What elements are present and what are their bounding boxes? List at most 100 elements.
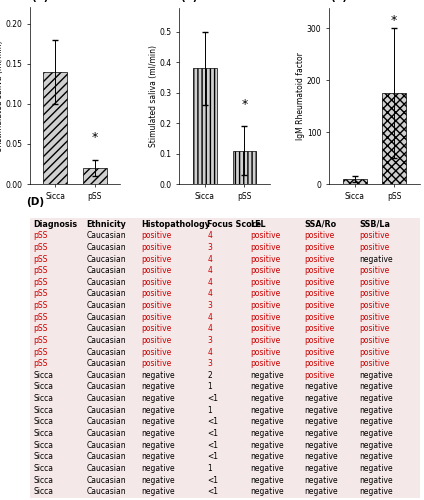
Text: Caucasian: Caucasian	[86, 406, 126, 415]
Text: positive: positive	[250, 232, 280, 240]
Bar	[233, 150, 256, 184]
Text: Caucasian: Caucasian	[86, 476, 126, 484]
Text: Caucasian: Caucasian	[86, 290, 126, 298]
Text: Caucasian: Caucasian	[86, 232, 126, 240]
Text: negative: negative	[250, 440, 284, 450]
Text: negative: negative	[359, 464, 393, 473]
Text: Caucasian: Caucasian	[86, 394, 126, 403]
Text: positive: positive	[305, 232, 335, 240]
Text: 3: 3	[207, 243, 212, 252]
Text: pSS: pSS	[33, 266, 48, 275]
Text: <1: <1	[207, 452, 218, 462]
Text: positive: positive	[250, 348, 280, 356]
Text: negative: negative	[141, 487, 175, 496]
Text: positive: positive	[305, 336, 335, 345]
Text: 1: 1	[207, 406, 212, 415]
Text: Caucasian: Caucasian	[86, 382, 126, 392]
Text: negative: negative	[305, 406, 338, 415]
Text: pSS: pSS	[33, 359, 48, 368]
Text: positive: positive	[141, 278, 171, 287]
Text: 4: 4	[207, 348, 212, 356]
Text: pSS: pSS	[33, 278, 48, 287]
Text: SSB/La: SSB/La	[359, 220, 391, 228]
Text: positive: positive	[141, 336, 171, 345]
Text: negative: negative	[141, 440, 175, 450]
Text: positive: positive	[359, 324, 390, 334]
Text: negative: negative	[141, 452, 175, 462]
Text: positive: positive	[305, 359, 335, 368]
Text: pSS: pSS	[33, 336, 48, 345]
Text: pSS: pSS	[33, 301, 48, 310]
Text: positive: positive	[250, 336, 280, 345]
Text: Caucasian: Caucasian	[86, 359, 126, 368]
Text: positive: positive	[250, 290, 280, 298]
FancyBboxPatch shape	[30, 218, 420, 498]
Text: positive: positive	[250, 243, 280, 252]
Text: Sicca: Sicca	[33, 476, 53, 484]
Text: positive: positive	[305, 301, 335, 310]
Text: <1: <1	[207, 476, 218, 484]
Text: 3: 3	[207, 359, 212, 368]
Text: pSS: pSS	[33, 312, 48, 322]
Text: Caucasian: Caucasian	[86, 440, 126, 450]
Text: negative: negative	[250, 429, 284, 438]
Text: positive: positive	[141, 324, 171, 334]
Text: negative: negative	[305, 440, 338, 450]
Text: negative: negative	[359, 394, 393, 403]
Text: *: *	[241, 98, 248, 111]
Text: positive: positive	[359, 348, 390, 356]
Text: pSS: pSS	[33, 324, 48, 334]
Text: (A): (A)	[31, 0, 48, 2]
Bar	[382, 93, 406, 184]
Text: negative: negative	[359, 440, 393, 450]
Text: SSA/Ro: SSA/Ro	[305, 220, 337, 228]
Text: <1: <1	[207, 418, 218, 426]
Text: negative: negative	[250, 452, 284, 462]
Text: negative: negative	[305, 394, 338, 403]
Text: positive: positive	[141, 254, 171, 264]
Text: Caucasian: Caucasian	[86, 464, 126, 473]
Text: Caucasian: Caucasian	[86, 243, 126, 252]
Text: positive: positive	[305, 278, 335, 287]
Text: pSS: pSS	[33, 243, 48, 252]
Text: positive: positive	[359, 278, 390, 287]
Text: Sicca: Sicca	[33, 452, 53, 462]
Text: positive: positive	[305, 254, 335, 264]
Text: Sicca: Sicca	[33, 464, 53, 473]
Text: positive: positive	[359, 359, 390, 368]
Bar	[193, 68, 217, 184]
Text: 3: 3	[207, 301, 212, 310]
Text: positive: positive	[359, 336, 390, 345]
Text: Caucasian: Caucasian	[86, 418, 126, 426]
Text: 4: 4	[207, 290, 212, 298]
Text: negative: negative	[359, 254, 393, 264]
Text: negative: negative	[250, 371, 284, 380]
Text: (C): (C)	[330, 0, 347, 2]
Text: Sicca: Sicca	[33, 429, 53, 438]
Text: negative: negative	[141, 406, 175, 415]
Text: negative: negative	[359, 382, 393, 392]
Text: positive: positive	[305, 312, 335, 322]
Text: negative: negative	[305, 452, 338, 462]
Text: Focus Score: Focus Score	[207, 220, 261, 228]
Text: negative: negative	[141, 394, 175, 403]
Text: negative: negative	[359, 429, 393, 438]
Text: positive: positive	[250, 312, 280, 322]
Text: LEL: LEL	[250, 220, 266, 228]
Text: positive: positive	[305, 371, 335, 380]
Text: positive: positive	[141, 290, 171, 298]
Text: negative: negative	[359, 418, 393, 426]
Text: 4: 4	[207, 266, 212, 275]
Text: positive: positive	[305, 266, 335, 275]
Text: 4: 4	[207, 254, 212, 264]
Text: 1: 1	[207, 464, 212, 473]
Text: positive: positive	[141, 243, 171, 252]
Text: positive: positive	[305, 243, 335, 252]
Text: pSS: pSS	[33, 348, 48, 356]
Text: positive: positive	[305, 324, 335, 334]
Text: Sicca: Sicca	[33, 440, 53, 450]
Text: 1: 1	[207, 382, 212, 392]
Text: <1: <1	[207, 429, 218, 438]
Text: positive: positive	[141, 312, 171, 322]
Text: negative: negative	[250, 487, 284, 496]
